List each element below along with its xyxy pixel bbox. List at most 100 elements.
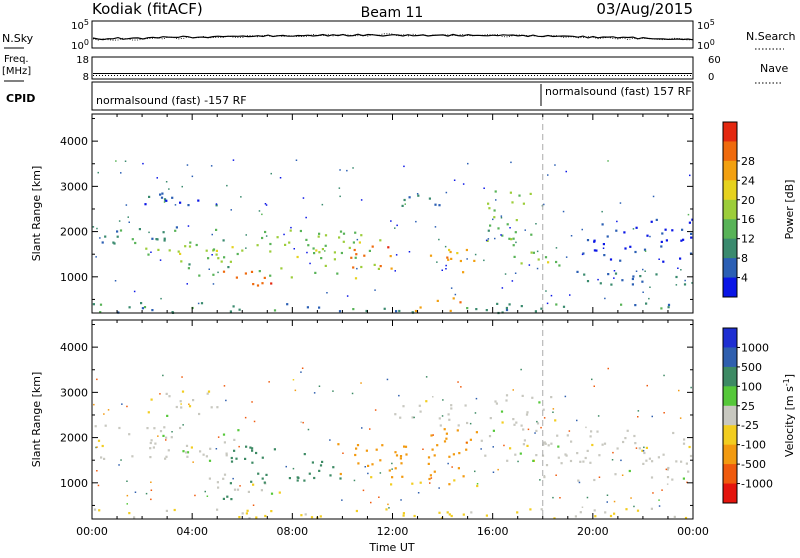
noise-cell [612, 451, 614, 454]
colorbar-segment [723, 160, 737, 181]
data-cell [557, 445, 560, 448]
noise-cell [652, 492, 654, 494]
data-band [486, 190, 533, 247]
cpid-label: CPID [6, 92, 35, 105]
data-cell [448, 483, 451, 486]
colorbar-label: Power [dB] [783, 180, 796, 240]
noise-cell [96, 470, 98, 472]
data-cell [446, 256, 449, 259]
noise-cell [168, 188, 170, 190]
data-cell [566, 434, 569, 437]
data-cell [270, 492, 274, 495]
data-cell [371, 463, 374, 466]
noise-cell [546, 302, 549, 305]
data-cell [354, 277, 358, 280]
noise-cell [165, 439, 167, 441]
data-cell [97, 439, 101, 442]
data-cell [350, 256, 353, 259]
noise-cell [346, 169, 348, 172]
data-cell [579, 511, 582, 514]
data-cell [389, 255, 392, 258]
data-cell [456, 252, 459, 255]
data-cell [530, 233, 533, 236]
data-cell [450, 514, 453, 518]
data-cell [394, 413, 397, 416]
data-cell [476, 484, 479, 488]
data-cell [207, 257, 210, 260]
data-cell [555, 303, 558, 306]
data-cell [315, 249, 318, 252]
data-cell [296, 255, 299, 259]
data-cell [131, 455, 134, 458]
noise-cell [569, 294, 571, 296]
data-cell [506, 223, 509, 226]
noise-cell [215, 203, 218, 205]
data-cell [399, 455, 403, 458]
noise-cell [379, 472, 382, 474]
noise-cell [360, 382, 362, 384]
data-cell [530, 251, 533, 254]
noise-cell [361, 427, 363, 429]
data-cell [223, 441, 226, 444]
data-cell [233, 449, 236, 452]
data-band [542, 429, 693, 482]
data-cell [609, 514, 613, 518]
noise-cell [445, 264, 447, 267]
data-cell [220, 260, 223, 263]
data-cell [448, 513, 451, 516]
noise-cell [620, 459, 622, 462]
data-cell [304, 513, 307, 516]
noise-cell [492, 471, 495, 473]
data-cell [370, 476, 373, 479]
data-cell [225, 454, 228, 457]
data-cell [230, 460, 234, 463]
data-band [256, 229, 382, 280]
data-cell [687, 470, 690, 473]
noise-cell [487, 238, 490, 240]
data-cell [215, 249, 218, 252]
data-cell [190, 446, 193, 449]
noise-cell [485, 239, 488, 242]
data-cell [526, 444, 529, 447]
data-cell [324, 244, 327, 247]
data-cell [542, 408, 545, 411]
data-cell [182, 450, 185, 453]
data-cell [526, 411, 529, 414]
data-cell [508, 303, 511, 306]
data-cell [557, 456, 560, 459]
data-cell [418, 404, 421, 407]
date-title: 03/Aug/2015 [596, 0, 693, 18]
data-cell [399, 416, 402, 419]
noise-cell [619, 202, 622, 204]
noise-cell [457, 381, 459, 383]
data-cell [593, 509, 596, 512]
data-cell [280, 267, 283, 270]
noise-cell [504, 273, 507, 275]
data-cell [290, 276, 293, 279]
data-cell [403, 198, 406, 202]
data-cell [554, 419, 557, 422]
data-cell [574, 515, 577, 518]
noise-cell [460, 386, 462, 388]
noise-cell [652, 195, 655, 198]
data-cell [151, 237, 154, 240]
data-cell [338, 236, 341, 239]
data-cell [363, 254, 366, 257]
data-cell [443, 428, 446, 431]
data-cell [497, 227, 500, 230]
data-cell [198, 274, 201, 277]
noise-cell [396, 224, 398, 227]
data-cell [489, 224, 492, 227]
data-cell [494, 190, 497, 193]
noise-cell [534, 432, 536, 434]
y-tick-label: 1000 [60, 477, 88, 490]
colorbar-segment [723, 258, 737, 279]
noise-cell [341, 499, 343, 501]
data-cell [314, 271, 317, 274]
data-cell [252, 283, 255, 286]
data-cell [501, 234, 504, 237]
data-cell [379, 265, 382, 268]
data-cell [360, 234, 363, 237]
data-cell [657, 456, 660, 459]
noise-cell [684, 279, 686, 282]
